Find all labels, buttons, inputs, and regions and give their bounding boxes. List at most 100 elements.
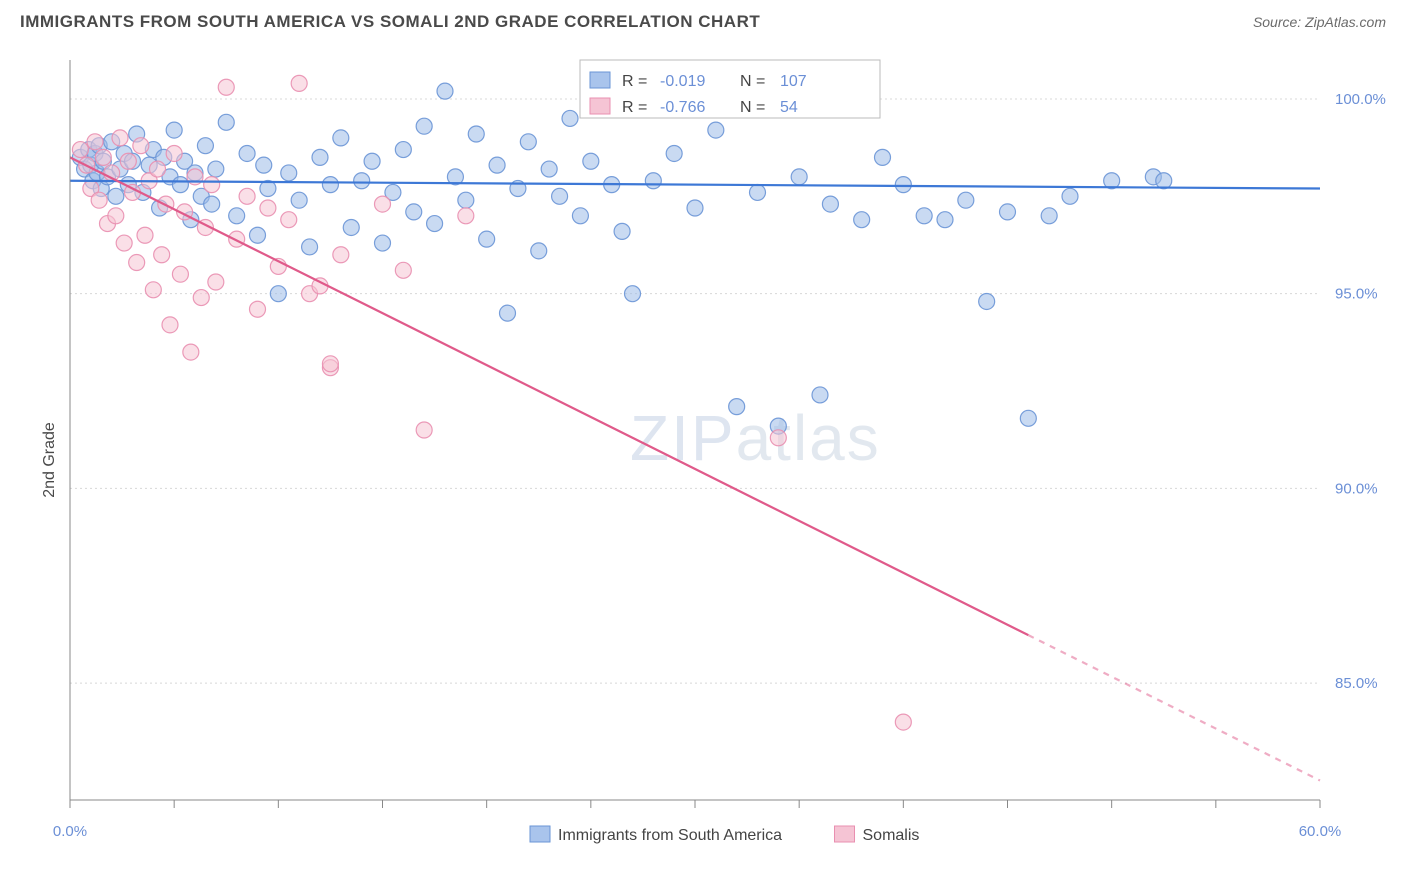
scatter-point — [270, 286, 286, 302]
scatter-chart: ZIPatlas 85.0%90.0%95.0%100.0%0.0%60.0% … — [50, 40, 1390, 880]
series-legend-label: Immigrants from South America — [558, 827, 782, 844]
scatter-point — [416, 118, 432, 134]
chart-header: IMMIGRANTS FROM SOUTH AMERICA VS SOMALI … — [0, 0, 1406, 40]
scatter-point — [183, 344, 199, 360]
legend-n-value: 107 — [780, 73, 807, 90]
scatter-point — [958, 192, 974, 208]
legend-swatch — [835, 826, 855, 842]
legend-swatch — [530, 826, 550, 842]
watermark-light: atlas — [736, 402, 881, 474]
scatter-point — [822, 196, 838, 212]
scatter-point — [322, 356, 338, 372]
scatter-point — [614, 223, 630, 239]
y-tick-label: 85.0% — [1335, 675, 1378, 692]
scatter-point — [916, 208, 932, 224]
scatter-point — [364, 153, 380, 169]
scatter-point — [112, 130, 128, 146]
scatter-point — [458, 208, 474, 224]
legend-n-value: 54 — [780, 99, 798, 116]
x-tick-label: 0.0% — [53, 823, 87, 840]
scatter-point — [218, 79, 234, 95]
svg-text:ZIPatlas: ZIPatlas — [630, 402, 881, 474]
scatter-point — [489, 157, 505, 173]
scatter-point — [108, 188, 124, 204]
y-tick-label: 90.0% — [1335, 480, 1378, 497]
scatter-point — [729, 399, 745, 415]
scatter-point — [375, 235, 391, 251]
legend-r-label: R = — [622, 73, 647, 90]
y-tick-label: 95.0% — [1335, 286, 1378, 303]
scatter-point — [437, 83, 453, 99]
scatter-point — [583, 153, 599, 169]
scatter-point — [479, 231, 495, 247]
scatter-point — [204, 196, 220, 212]
scatter-point — [91, 192, 107, 208]
scatter-point — [108, 208, 124, 224]
scatter-point — [895, 177, 911, 193]
legend-swatch — [590, 72, 610, 88]
scatter-point — [791, 169, 807, 185]
chart-area: 2nd Grade ZIPatlas 85.0%90.0%95.0%100.0%… — [0, 40, 1406, 880]
scatter-point — [895, 714, 911, 730]
scatter-point — [239, 188, 255, 204]
scatter-point — [343, 219, 359, 235]
scatter-point — [531, 243, 547, 259]
scatter-point — [458, 192, 474, 208]
scatter-point — [979, 293, 995, 309]
scatter-point — [937, 212, 953, 228]
scatter-point — [427, 216, 443, 232]
scatter-point — [687, 200, 703, 216]
scatter-point — [260, 200, 276, 216]
scatter-point — [1000, 204, 1016, 220]
legend-swatch — [590, 98, 610, 114]
scatter-point — [229, 231, 245, 247]
series-legend-label: Somalis — [863, 827, 920, 844]
scatter-point — [500, 305, 516, 321]
scatter-point — [256, 157, 272, 173]
scatter-point — [302, 239, 318, 255]
scatter-point — [116, 235, 132, 251]
scatter-point — [750, 184, 766, 200]
trend-line-extrapolated — [1028, 635, 1320, 780]
y-tick-label: 100.0% — [1335, 91, 1386, 108]
scatter-point — [854, 212, 870, 228]
scatter-point — [562, 110, 578, 126]
scatter-point — [416, 422, 432, 438]
scatter-point — [333, 130, 349, 146]
scatter-point — [120, 153, 136, 169]
scatter-point — [395, 142, 411, 158]
scatter-point — [172, 177, 188, 193]
scatter-point — [812, 387, 828, 403]
scatter-point — [197, 138, 213, 154]
scatter-point — [1156, 173, 1172, 189]
scatter-point — [541, 161, 557, 177]
scatter-point — [172, 266, 188, 282]
legend-n-label: N = — [740, 73, 765, 90]
scatter-point — [666, 145, 682, 161]
scatter-point — [354, 173, 370, 189]
scatter-point — [133, 138, 149, 154]
scatter-point — [166, 145, 182, 161]
scatter-point — [322, 177, 338, 193]
scatter-point — [281, 165, 297, 181]
legend-r-label: R = — [622, 99, 647, 116]
scatter-point — [208, 161, 224, 177]
scatter-point — [708, 122, 724, 138]
trend-line — [70, 181, 1320, 189]
scatter-point — [145, 282, 161, 298]
scatter-point — [875, 149, 891, 165]
scatter-point — [572, 208, 588, 224]
scatter-point — [1062, 188, 1078, 204]
x-tick-label: 60.0% — [1299, 823, 1342, 840]
scatter-point — [166, 122, 182, 138]
scatter-point — [333, 247, 349, 263]
scatter-point — [291, 75, 307, 91]
scatter-point — [552, 188, 568, 204]
chart-source: Source: ZipAtlas.com — [1253, 14, 1386, 30]
scatter-point — [87, 134, 103, 150]
scatter-point — [72, 142, 88, 158]
scatter-point — [312, 149, 328, 165]
scatter-point — [204, 177, 220, 193]
scatter-point — [645, 173, 661, 189]
scatter-point — [129, 255, 145, 271]
